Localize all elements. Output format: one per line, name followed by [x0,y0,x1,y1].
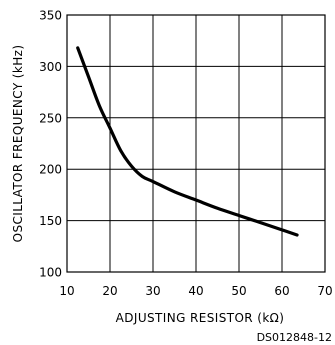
y-tick-label: 100 [39,266,62,280]
x-tick-label: 40 [188,284,203,298]
figure-code: DS012848-12 [257,331,332,344]
x-tick-labels: 10 20 30 40 50 60 70 [59,284,332,298]
y-tick-label: 350 [39,9,62,23]
series-line [76,46,299,237]
y-axis-label: OSCILLATOR FREQUENCY (kHz) [11,45,25,243]
x-tick-label: 20 [102,284,117,298]
y-tick-label: 150 [39,214,62,228]
y-tick-labels: 100 150 200 250 300 350 [39,9,62,280]
x-tick-label: 60 [274,284,289,298]
y-tick-label: 300 [39,60,62,74]
x-axis-label: ADJUSTING RESISTOR (kΩ) [116,311,285,325]
x-tick-label: 50 [231,284,246,298]
x-tick-label: 70 [317,284,332,298]
x-tick-label: 10 [59,284,74,298]
plot-frame [66,14,326,273]
x-tick-label: 30 [145,284,160,298]
y-tick-label: 200 [39,163,62,177]
grid [67,15,325,272]
y-tick-label: 250 [39,111,62,125]
